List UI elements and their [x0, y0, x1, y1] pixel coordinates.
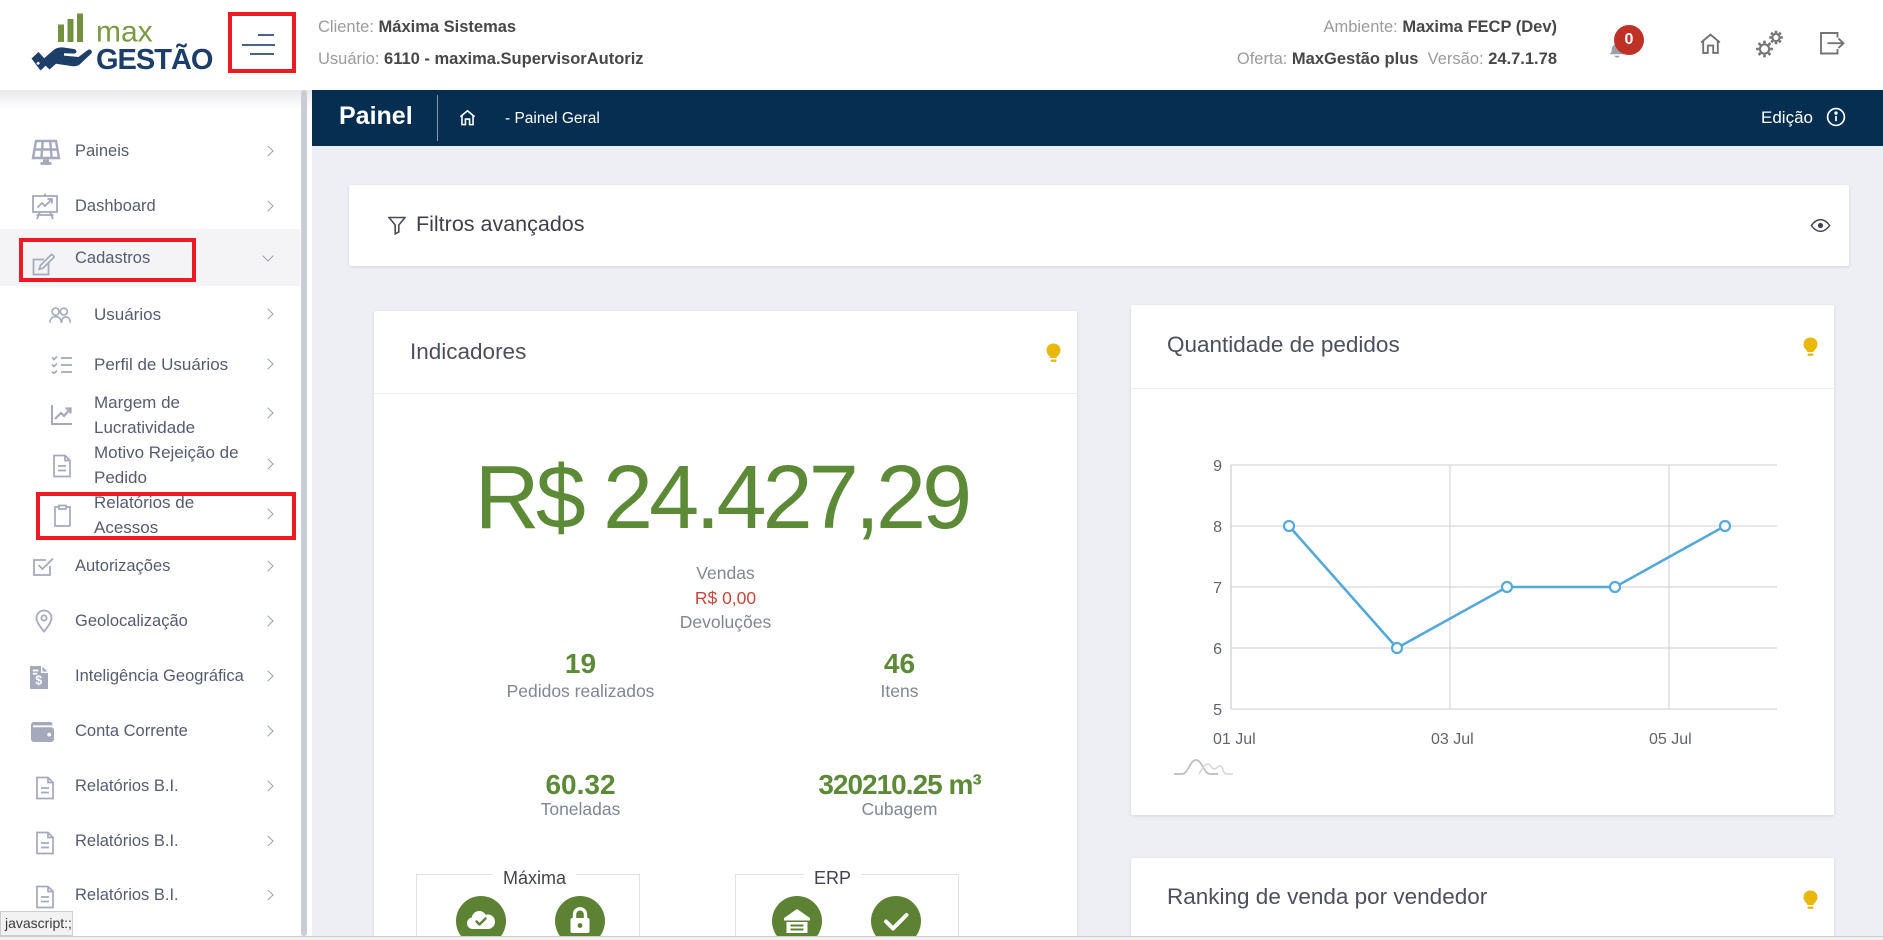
svg-text:7: 7 [1213, 580, 1222, 597]
svg-text:9: 9 [1213, 458, 1222, 475]
svg-text:GESTÃO: GESTÃO [96, 42, 213, 76]
svg-text:05 Jul: 05 Jul [1649, 731, 1692, 748]
svg-text:6: 6 [1213, 641, 1222, 658]
svg-text:03 Jul: 03 Jul [1431, 731, 1474, 748]
svg-text:01 Jul: 01 Jul [1213, 731, 1256, 748]
svg-text:8: 8 [1213, 519, 1222, 536]
svg-text:5: 5 [1213, 702, 1222, 719]
svg-text:$: $ [35, 674, 42, 688]
svg-text:max: max [96, 16, 153, 49]
